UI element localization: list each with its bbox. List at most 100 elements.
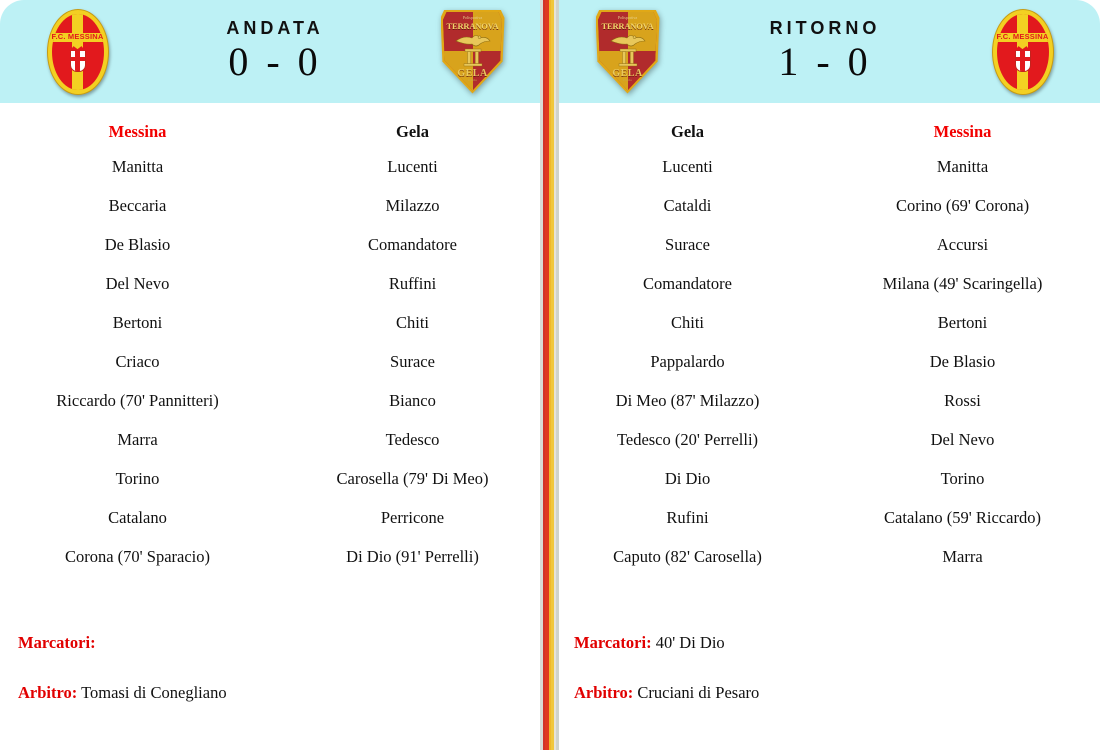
player-row: Di Dio — [664, 469, 711, 488]
player-row: Pappalardo — [650, 352, 725, 371]
player-row: Bianco — [389, 391, 436, 410]
terranova-gela-crest-icon: Polisportiva TERRANOVA GELA — [595, 9, 660, 94]
player-row: Criaco — [115, 352, 160, 371]
player-row: Catalano (59' Riccardo) — [884, 508, 1041, 527]
player-row: Tedesco — [385, 430, 440, 449]
fc-messina-crest-icon: F.C. MESSINA — [46, 8, 109, 95]
player-row: Del Nevo — [105, 274, 170, 293]
player-row: Cataldi — [663, 196, 712, 215]
footer-andata: Marcatori: Arbitro: Tomasi di Conegliano — [0, 600, 550, 750]
gela-crest-bottom-label: GELA — [457, 67, 488, 79]
gela-crest-bottom-tiny: Calcio — [622, 77, 633, 82]
gela-crest-top-label: TERRANOVA — [601, 20, 654, 31]
player-row: Beccaria — [108, 196, 167, 215]
player-row: Milazzo — [385, 196, 440, 215]
eagle-icon — [609, 34, 646, 46]
team-name: Messina — [933, 122, 992, 141]
gela-crest-top-tiny: Polisportiva — [462, 14, 483, 20]
eagle-icon — [454, 34, 491, 46]
player-row: Chiti — [670, 313, 704, 332]
player-row: Milana (49' Scaringella) — [882, 274, 1043, 293]
player-row: Lucenti — [387, 157, 438, 176]
player-row: Accursi — [936, 235, 989, 254]
lineup-column-ritorno-gela: Gela Lucenti Cataldi Surace Comandatore … — [550, 103, 825, 750]
player-row: Marra — [117, 430, 158, 449]
player-row: Di Dio (91' Perrelli) — [346, 547, 479, 566]
crest-slot-ritorno-home: Polisportiva TERRANOVA GELA — [550, 9, 705, 94]
referee-value: Tomasi di Conegliano — [81, 683, 227, 702]
terranova-gela-crest-icon: Polisportiva TERRANOVA GELA — [440, 9, 505, 94]
player-row: De Blasio — [104, 235, 171, 254]
lineups-board: Messina Manitta Beccaria De Blasio Del N… — [0, 103, 1100, 750]
player-row: Torino — [115, 469, 160, 488]
player-row: Surace — [665, 235, 710, 254]
referee-label: Arbitro: — [18, 683, 78, 702]
scoreline-ritorno: RITORNO 1 - 0 — [705, 18, 945, 85]
player-row: Comandatore — [368, 235, 457, 254]
player-row: Bertoni — [112, 313, 163, 332]
fc-messina-crest-icon: F.C. MESSINA — [991, 8, 1054, 95]
messina-crest-label: F.C. MESSINA — [51, 32, 104, 42]
referee-line-ritorno: Arbitro: Cruciani di Pesaro — [574, 668, 1100, 718]
player-row: Riccardo (70' Pannitteri) — [56, 391, 219, 410]
panel-ritorno: Gela Lucenti Cataldi Surace Comandatore … — [550, 103, 1100, 750]
player-row: Ruffini — [388, 274, 437, 293]
player-row: Rossi — [944, 391, 981, 410]
lineup-column-ritorno-messina: Messina Manitta Corino (69' Corona) Accu… — [825, 103, 1100, 750]
leg-label-ritorno: RITORNO — [769, 18, 881, 38]
player-row: Carosella (79' Di Meo) — [336, 469, 489, 488]
scorers-line-ritorno: Marcatori: 40' Di Dio — [574, 618, 1100, 668]
score-andata: 0 - 0 — [228, 39, 322, 84]
crest-slot-andata-away: Polisportiva TERRANOVA GELA — [395, 9, 550, 94]
player-row: Catalano — [108, 508, 167, 527]
gela-crest-top-tiny: Polisportiva — [617, 14, 638, 20]
player-row: Di Meo (87' Milazzo) — [615, 391, 760, 410]
player-row: Manitta — [936, 157, 989, 176]
player-row: Rufini — [666, 508, 709, 527]
player-row: Surace — [390, 352, 435, 371]
scorers-label: Marcatori: — [574, 633, 652, 652]
header-andata: F.C. MESSINA ANDATA 0 - 0 Polisport — [0, 0, 550, 103]
crest-slot-andata-home: F.C. MESSINA — [0, 8, 155, 95]
leg-label-andata: ANDATA — [226, 18, 324, 38]
lineup-column-andata-gela: Gela Lucenti Milazzo Comandatore Ruffini… — [275, 103, 550, 750]
player-row: Bertoni — [937, 313, 988, 332]
footer-ritorno: Marcatori: 40' Di Dio Arbitro: Cruciani … — [550, 600, 1100, 750]
player-row: Chiti — [395, 313, 429, 332]
player-row: Tedesco (20' Perrelli) — [616, 430, 759, 449]
team-name: Gela — [396, 122, 429, 141]
referee-value: Cruciani di Pesaro — [637, 683, 760, 702]
header-band: F.C. MESSINA ANDATA 0 - 0 Polisport — [0, 0, 1100, 103]
scorers-line-andata: Marcatori: — [18, 618, 550, 668]
player-row: Torino — [940, 469, 985, 488]
player-row: Comandatore — [643, 274, 732, 293]
player-row: De Blasio — [929, 352, 996, 371]
header-ritorno: Polisportiva TERRANOVA GELA — [550, 0, 1100, 103]
scorers-value: 40' Di Dio — [655, 633, 725, 652]
panel-andata: Messina Manitta Beccaria De Blasio Del N… — [0, 103, 550, 750]
messina-crest-label: F.C. MESSINA — [996, 32, 1049, 42]
player-row: Del Nevo — [930, 430, 995, 449]
team-name: Messina — [108, 122, 167, 141]
column-icon — [463, 48, 482, 66]
center-divider-stripe — [540, 0, 559, 750]
player-row: Caputo (82' Carosella) — [613, 547, 762, 566]
player-row: Lucenti — [662, 157, 713, 176]
team-name: Gela — [671, 122, 704, 141]
player-row: Corino (69' Corona) — [895, 196, 1030, 215]
gela-crest-top-label: TERRANOVA — [446, 20, 499, 31]
player-row: Perricone — [380, 508, 445, 527]
crest-slot-ritorno-away: F.C. MESSINA — [945, 8, 1100, 95]
referee-line-andata: Arbitro: Tomasi di Conegliano — [18, 668, 550, 718]
player-row: Marra — [942, 547, 983, 566]
gela-crest-bottom-label: GELA — [612, 67, 643, 79]
scorers-label: Marcatori: — [18, 633, 96, 652]
referee-label: Arbitro: — [574, 683, 634, 702]
match-details-footers: Marcatori: Arbitro: Tomasi di Conegliano… — [0, 600, 1100, 750]
column-icon — [618, 48, 637, 66]
score-ritorno: 1 - 0 — [778, 39, 872, 84]
player-row: Manitta — [111, 157, 164, 176]
scoreline-andata: ANDATA 0 - 0 — [155, 18, 395, 85]
player-row: Corona (70' Sparacio) — [64, 547, 210, 566]
